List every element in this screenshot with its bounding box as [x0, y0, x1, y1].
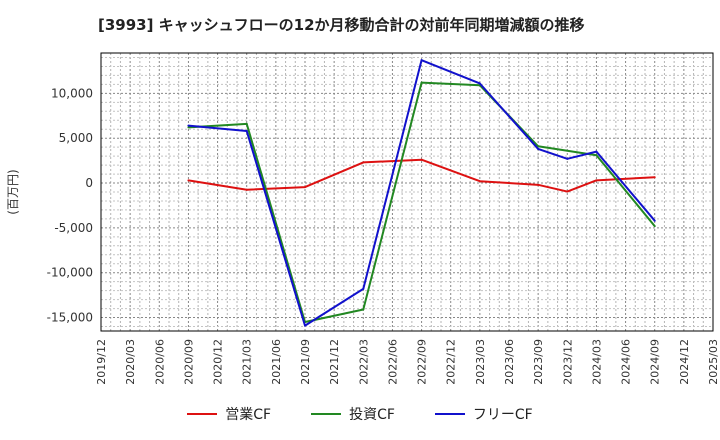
x-tick-label: 2021/06: [270, 339, 283, 385]
data-point: [653, 225, 656, 228]
x-tick-label: 2022/12: [445, 339, 458, 385]
data-point: [566, 157, 569, 160]
data-point: [420, 81, 423, 84]
x-tick-label: 2022/09: [416, 339, 429, 385]
legend-swatch: [187, 413, 218, 415]
x-tick-label: 2023/12: [561, 339, 574, 385]
x-tick-label: 2024/06: [620, 339, 633, 385]
legend-label: フリーCF: [472, 407, 533, 423]
x-tick-label: 2023/09: [532, 339, 545, 385]
y-tick-label: -15,000: [47, 311, 93, 325]
data-point: [362, 308, 365, 311]
data-point: [420, 158, 423, 161]
data-point: [478, 180, 481, 183]
data-point: [653, 176, 656, 179]
y-tick-label: 0: [85, 176, 93, 190]
x-tick-label: 2020/03: [124, 339, 137, 385]
x-tick-label: 2024/09: [649, 339, 662, 385]
legend-item: 投資CF: [311, 404, 395, 424]
series-line-2: [188, 59, 656, 327]
x-tick-label: 2023/03: [474, 339, 487, 385]
x-tick-label: 2024/03: [590, 339, 603, 385]
x-axis: 2019/12 2020/03 2020/06 2020/09 2020/12 2021/…: [95, 339, 720, 385]
data-point: [653, 219, 656, 222]
x-tick-label: 2020/06: [153, 339, 166, 385]
data-point: [245, 122, 248, 125]
y-axis: 10,000 5,000 0 -5,000 -10,000 -15,000: [47, 86, 93, 324]
y-axis-label: (百万円): [6, 169, 20, 214]
data-point: [537, 183, 540, 186]
data-point: [187, 126, 190, 129]
data-point: [187, 124, 190, 127]
data-point: [187, 179, 190, 182]
y-tick-label: -5,000: [54, 221, 93, 235]
legend-swatch: [434, 413, 465, 415]
legend: 営業CF 投資CF フリーCF: [0, 404, 720, 424]
x-tick-label: 2022/06: [386, 339, 399, 385]
data-point: [595, 179, 598, 182]
grid-layer: [100, 53, 714, 331]
plot-frame: [100, 52, 714, 332]
x-tick-label: 2020/12: [212, 339, 225, 385]
legend-label: 営業CF: [225, 407, 272, 423]
data-point: [537, 147, 540, 150]
x-tick-label: 2021/09: [299, 339, 312, 385]
x-tick-label: 2023/06: [503, 339, 516, 385]
y-tick-label: 5,000: [59, 131, 93, 145]
data-point: [537, 145, 540, 148]
chart-title: [3993] キャッシュフローの12か月移動合計の対前年同期増減額の推移: [98, 16, 585, 34]
x-tick-label: 2021/03: [241, 339, 254, 385]
legend-label: 投資CF: [349, 407, 395, 423]
series-line-0: [188, 158, 655, 193]
data-point: [304, 186, 306, 189]
data-point: [245, 188, 248, 191]
legend-swatch: [311, 413, 342, 415]
y-tick-label: 10,000: [51, 86, 93, 100]
series-layer: [187, 59, 656, 327]
data-point: [304, 324, 306, 327]
data-point: [362, 287, 365, 290]
x-tick-label: 2020/09: [182, 339, 195, 385]
data-point: [245, 130, 248, 133]
y-tick-label: -10,000: [47, 266, 93, 280]
legend-item: フリーCF: [434, 404, 533, 424]
x-tick-label: 2024/12: [678, 339, 691, 385]
data-point: [595, 150, 598, 153]
legend-item: 営業CF: [187, 404, 271, 424]
x-tick-label: 2025/03: [707, 339, 720, 385]
data-point: [478, 82, 481, 85]
data-point: [566, 190, 569, 193]
data-point: [595, 154, 598, 157]
x-tick-label: 2021/12: [328, 339, 341, 385]
data-point: [362, 161, 365, 164]
x-tick-label: 2022/03: [357, 339, 370, 385]
x-tick-label: 2019/12: [95, 339, 108, 385]
data-point: [420, 59, 423, 62]
